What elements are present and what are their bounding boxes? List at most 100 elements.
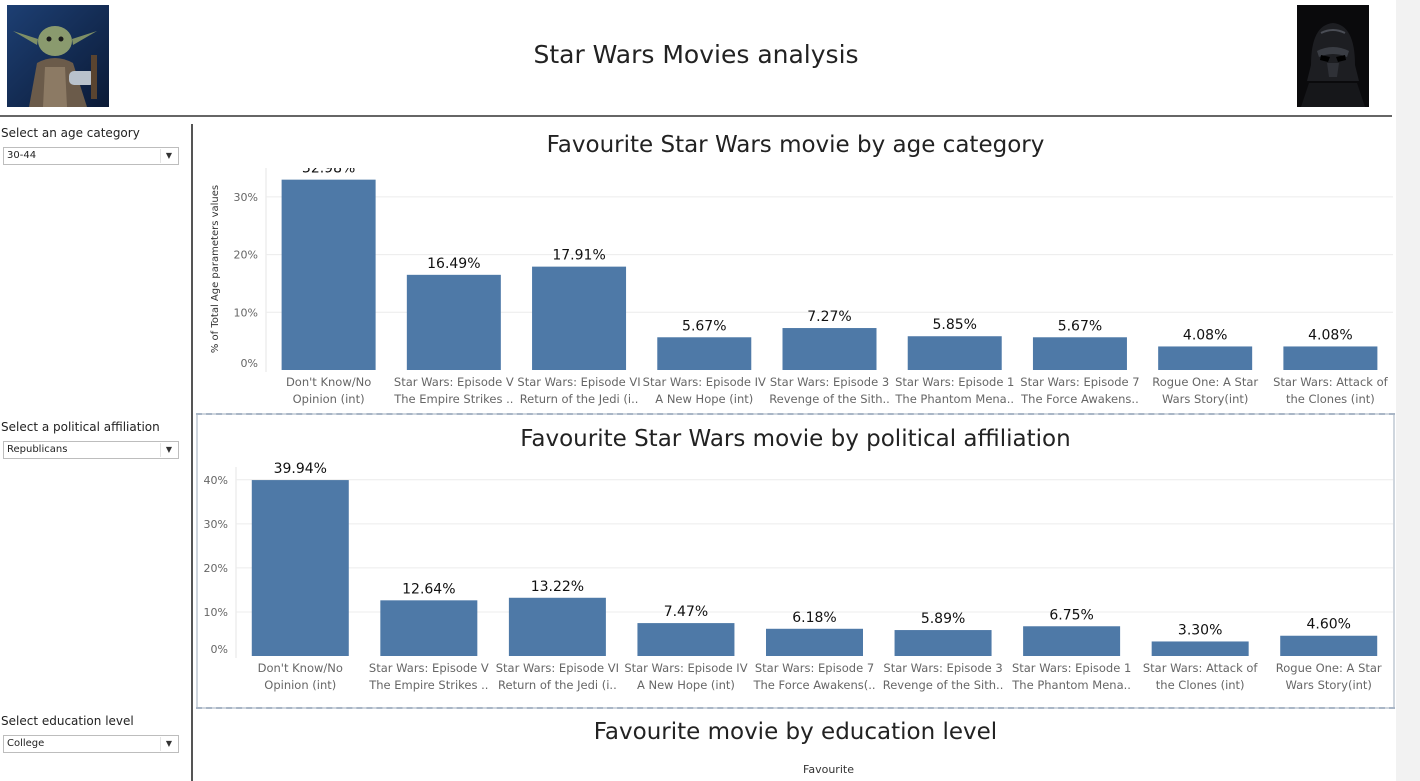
age-category-bar-chart: 0% 10% 20% 30% % of Total Age parameters val… xyxy=(210,168,1393,406)
bar-value-label: 4.60% xyxy=(1306,617,1350,633)
bar-value-label: 5.67% xyxy=(682,318,726,334)
y-tick-label: 0% xyxy=(241,357,258,370)
scrollbar-track[interactable] xyxy=(1396,0,1420,781)
x-tick-label: Star Wars: Episode 7 xyxy=(755,661,874,675)
x-tick-label: The Empire Strikes .. xyxy=(393,392,513,406)
bar xyxy=(657,337,752,370)
x-tick-label: Star Wars: Episode 3 xyxy=(770,375,889,389)
bar xyxy=(1158,346,1253,370)
dashboard-header xyxy=(0,0,1395,116)
political-filter-label: Select a political affiliation xyxy=(1,420,160,434)
bar-value-label: 7.47% xyxy=(664,604,708,620)
bar xyxy=(1151,641,1249,656)
y-tick-label: 30% xyxy=(204,518,228,531)
bar xyxy=(1283,346,1378,370)
y-tick-label: 10% xyxy=(204,606,228,619)
bar-value-label: 17.91% xyxy=(552,248,605,264)
bar xyxy=(251,480,349,656)
age-category-select[interactable]: 30-44 ▼ xyxy=(3,147,179,165)
political-affiliation-bar-chart: 0% 10% 20% 30% 40% 39.94% Don't Know/No Opinion… xyxy=(204,461,1393,692)
political-chart-title: Favourite Star Wars movie by political a… xyxy=(520,426,1071,452)
age-category-value: 30-44 xyxy=(7,150,37,161)
x-tick-label: Star Wars: Episode 1 xyxy=(1012,661,1131,675)
x-tick-label: Star Wars: Episode V xyxy=(369,661,489,675)
bar-value-label: 16.49% xyxy=(427,256,480,272)
bar-value-label: 4.08% xyxy=(1308,327,1352,343)
x-tick-label: the Clones (int) xyxy=(1286,392,1375,406)
bar-value-label: 12.64% xyxy=(402,581,455,597)
bar-value-label: 5.89% xyxy=(921,611,965,627)
x-tick-label: Opinion (int) xyxy=(293,392,365,406)
age-chart-title: Favourite Star Wars movie by age categor… xyxy=(546,132,1045,158)
bar xyxy=(380,600,478,656)
bar-value-label: 4.08% xyxy=(1183,327,1227,343)
bar-value-label: 39.94% xyxy=(274,461,327,477)
political-affiliation-select[interactable]: Republicans ▼ xyxy=(3,441,179,459)
y-tick-label: 30% xyxy=(234,191,258,204)
x-tick-label: The Force Awakens(.. xyxy=(752,678,875,692)
chevron-down-icon[interactable]: ▼ xyxy=(160,737,177,751)
x-tick-label: the Clones (int) xyxy=(1156,678,1245,692)
bar xyxy=(508,597,606,656)
bar xyxy=(907,336,1002,370)
x-tick-label: Star Wars: Episode IV xyxy=(643,375,766,389)
chevron-down-icon[interactable]: ▼ xyxy=(160,149,177,163)
x-tick-label: A New Hope (int) xyxy=(655,392,753,406)
x-tick-label: Wars Story(int) xyxy=(1162,392,1248,406)
x-tick-label: The Empire Strikes .. xyxy=(368,678,488,692)
x-tick-label: Don't Know/No xyxy=(286,375,371,389)
bar xyxy=(1280,635,1378,656)
y-tick-label: 10% xyxy=(234,306,258,319)
x-tick-label: Star Wars: Episode 1 xyxy=(895,375,1014,389)
bar xyxy=(894,630,992,656)
bar xyxy=(406,274,501,370)
favourite-field-label: Favourite xyxy=(803,763,854,776)
darth-vader-image xyxy=(1297,5,1369,107)
x-tick-label: Return of the Jedi (i.. xyxy=(520,392,639,406)
bar-value-label: 6.75% xyxy=(1049,607,1093,623)
x-tick-label: Revenge of the Sith.. xyxy=(769,392,890,406)
x-tick-label: Star Wars: Episode V xyxy=(394,375,514,389)
bar-value-label: 5.67% xyxy=(1058,318,1102,334)
bar xyxy=(1023,626,1121,656)
y-axis-title: % of Total Age parameters values xyxy=(210,185,221,353)
education-level-select[interactable]: College ▼ xyxy=(3,735,179,753)
y-tick-label: 0% xyxy=(211,643,228,656)
x-tick-label: Don't Know/No xyxy=(258,661,343,675)
sidebar-divider xyxy=(191,124,193,781)
bar-value-label: 6.18% xyxy=(792,610,836,626)
x-tick-label: Star Wars: Attack of xyxy=(1273,375,1389,389)
bar xyxy=(281,179,376,370)
bar-value-label: 3.30% xyxy=(1178,622,1222,638)
frame-top-border xyxy=(196,413,1395,416)
bar xyxy=(782,328,877,370)
x-tick-label: The Phantom Mena.. xyxy=(1011,678,1131,692)
y-tick-label: 20% xyxy=(204,562,228,575)
bar-value-label: 7.27% xyxy=(807,309,851,325)
x-tick-label: The Force Awakens.. xyxy=(1020,392,1139,406)
x-tick-label: Rogue One: A Star xyxy=(1276,661,1382,675)
x-tick-label: Star Wars: Attack of xyxy=(1143,661,1259,675)
bar xyxy=(637,623,735,656)
age-filter-label: Select an age category xyxy=(1,126,140,140)
x-tick-label: Star Wars: Episode IV xyxy=(624,661,747,675)
x-tick-label: Rogue One: A Star xyxy=(1152,375,1258,389)
header-divider xyxy=(0,115,1392,117)
y-tick-label: 40% xyxy=(204,474,228,487)
bar-value-label: 32.98% xyxy=(302,168,355,177)
education-filter-label: Select education level xyxy=(1,714,134,728)
x-tick-label: Star Wars: Episode VI xyxy=(517,375,640,389)
x-tick-label: A New Hope (int) xyxy=(637,678,735,692)
chevron-down-icon[interactable]: ▼ xyxy=(160,443,177,457)
frame-bottom-border xyxy=(196,707,1395,710)
x-tick-label: Revenge of the Sith.. xyxy=(883,678,1004,692)
yoda-image xyxy=(7,5,109,107)
x-tick-label: Star Wars: Episode VI xyxy=(496,661,619,675)
x-tick-label: Star Wars: Episode 7 xyxy=(1020,375,1139,389)
bar xyxy=(532,266,627,370)
bar-value-label: 5.85% xyxy=(932,317,976,333)
education-chart-title: Favourite movie by education level xyxy=(593,719,998,745)
political-affiliation-value: Republicans xyxy=(7,444,68,455)
education-level-value: College xyxy=(7,738,45,749)
page-title: Star Wars Movies analysis xyxy=(533,40,859,69)
